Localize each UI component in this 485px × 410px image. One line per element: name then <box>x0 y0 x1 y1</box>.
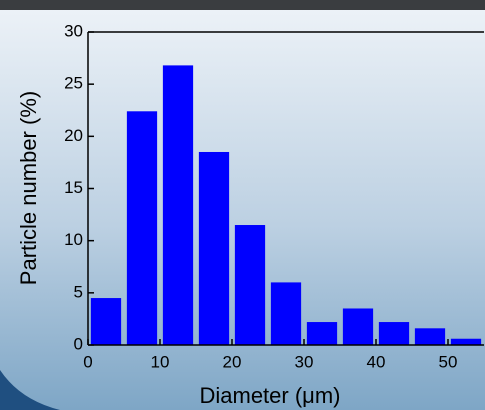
bar <box>450 338 482 345</box>
bar <box>198 151 230 345</box>
y-tick-label: 15 <box>64 178 83 197</box>
bar <box>378 322 410 345</box>
bar <box>342 308 374 345</box>
bar <box>126 111 158 345</box>
plot-area: 0 5 10 15 20 25 30 0 10 20 30 40 50 <box>64 21 484 371</box>
x-tick-label: 50 <box>439 352 458 371</box>
y-axis-title: Particle number (%) <box>16 91 41 285</box>
x-tick-label: 10 <box>151 352 170 371</box>
x-tick-label: 30 <box>295 352 314 371</box>
y-tick-label: 0 <box>74 334 83 353</box>
x-tick-label: 20 <box>223 352 242 371</box>
y-tick-label: 10 <box>64 230 83 249</box>
x-tick-label: 0 <box>83 352 92 371</box>
image-strip <box>0 0 485 10</box>
bar <box>234 225 266 345</box>
bar <box>162 65 194 346</box>
corner-shape <box>0 370 60 410</box>
y-tick-label: 30 <box>64 21 83 40</box>
bar <box>270 282 302 345</box>
bar <box>90 298 122 345</box>
x-axis-title: Diameter (μm) <box>199 383 340 408</box>
y-tick-label: 20 <box>64 126 83 145</box>
y-tick-label: 25 <box>64 74 83 93</box>
bar <box>414 328 446 345</box>
y-tick-label: 5 <box>74 282 83 301</box>
x-tick-label: 40 <box>367 352 386 371</box>
bar <box>306 322 338 345</box>
